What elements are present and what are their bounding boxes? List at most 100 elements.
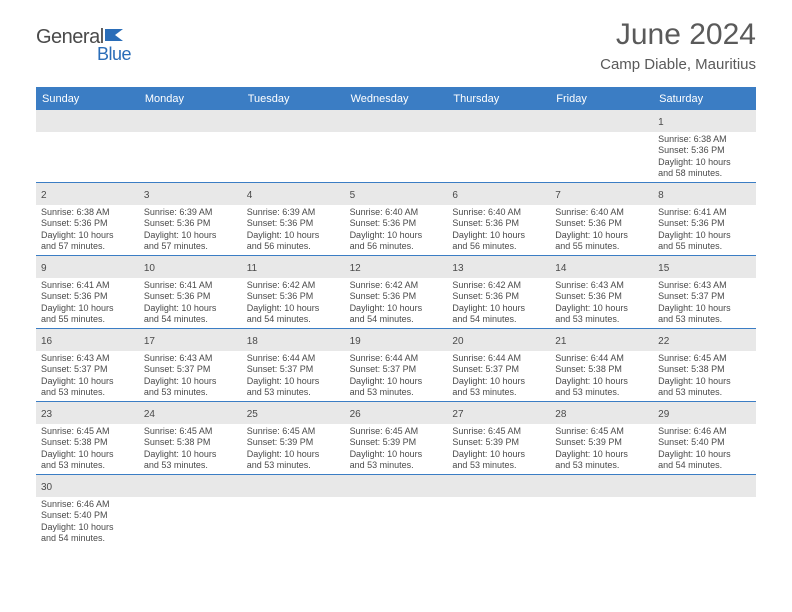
calendar-cell: [242, 475, 345, 547]
day-number: 27: [452, 409, 463, 420]
calendar-cell: 12Sunrise: 6:42 AMSunset: 5:36 PMDayligh…: [345, 256, 448, 328]
day-sunset: Sunset: 5:36 PM: [658, 145, 751, 156]
calendar-cell: [550, 110, 653, 182]
day-sunset: Sunset: 5:40 PM: [658, 437, 751, 448]
day-number-row: 10: [139, 256, 242, 278]
day-daylight1: Daylight: 10 hours: [452, 449, 545, 460]
day-number: [350, 117, 353, 128]
day-sunrise: Sunrise: 6:46 AM: [41, 499, 134, 510]
calendar-cell: [139, 475, 242, 547]
day-number-row: 3: [139, 183, 242, 205]
day-number-row: 19: [345, 329, 448, 351]
calendar-cell: 14Sunrise: 6:43 AMSunset: 5:36 PMDayligh…: [550, 256, 653, 328]
day-daylight1: Daylight: 10 hours: [555, 376, 648, 387]
day-daylight1: Daylight: 10 hours: [452, 376, 545, 387]
day-sunrise: Sunrise: 6:38 AM: [658, 134, 751, 145]
day-number: 2: [41, 190, 47, 201]
day-number-row: 9: [36, 256, 139, 278]
day-number-row: [242, 110, 345, 132]
day-sunset: Sunset: 5:37 PM: [658, 291, 751, 302]
day-sunset: Sunset: 5:36 PM: [247, 218, 340, 229]
day-daylight1: Daylight: 10 hours: [350, 303, 443, 314]
day-daylight2: and 54 minutes.: [247, 314, 340, 325]
day-number: 13: [452, 263, 463, 274]
day-data: Sunrise: 6:45 AMSunset: 5:38 PMDaylight:…: [139, 424, 242, 474]
calendar-cell: 16Sunrise: 6:43 AMSunset: 5:37 PMDayligh…: [36, 329, 139, 401]
weekday-header: Tuesday: [242, 89, 345, 110]
day-daylight1: Daylight: 10 hours: [41, 303, 134, 314]
day-number-row: [550, 475, 653, 497]
day-daylight2: and 56 minutes.: [247, 241, 340, 252]
day-number: 11: [247, 263, 257, 274]
day-daylight1: Daylight: 10 hours: [247, 376, 340, 387]
day-number: 30: [41, 482, 52, 493]
day-number: [555, 482, 558, 493]
day-daylight1: Daylight: 10 hours: [41, 449, 134, 460]
day-daylight2: and 53 minutes.: [144, 460, 237, 471]
calendar-week: 16Sunrise: 6:43 AMSunset: 5:37 PMDayligh…: [36, 329, 756, 402]
weekday-header-row: Sunday Monday Tuesday Wednesday Thursday…: [36, 89, 756, 110]
day-sunrise: Sunrise: 6:42 AM: [452, 280, 545, 291]
day-sunrise: Sunrise: 6:39 AM: [247, 207, 340, 218]
day-number: 29: [658, 409, 669, 420]
day-number-row: [345, 110, 448, 132]
calendar-week: 1Sunrise: 6:38 AMSunset: 5:36 PMDaylight…: [36, 110, 756, 183]
day-sunrise: Sunrise: 6:45 AM: [658, 353, 751, 364]
day-daylight2: and 53 minutes.: [658, 387, 751, 398]
weekday-header: Monday: [139, 89, 242, 110]
header: General Blue June 2024 Camp Diable, Maur…: [0, 0, 792, 81]
day-daylight1: Daylight: 10 hours: [41, 376, 134, 387]
day-number-row: 29: [653, 402, 756, 424]
day-sunrise: Sunrise: 6:41 AM: [41, 280, 134, 291]
day-number-row: 30: [36, 475, 139, 497]
day-sunrise: Sunrise: 6:42 AM: [350, 280, 443, 291]
day-daylight2: and 53 minutes.: [555, 387, 648, 398]
day-data: Sunrise: 6:40 AMSunset: 5:36 PMDaylight:…: [447, 205, 550, 255]
day-sunrise: Sunrise: 6:41 AM: [658, 207, 751, 218]
day-data: Sunrise: 6:43 AMSunset: 5:37 PMDaylight:…: [139, 351, 242, 401]
day-sunset: Sunset: 5:36 PM: [555, 218, 648, 229]
calendar-cell: 19Sunrise: 6:44 AMSunset: 5:37 PMDayligh…: [345, 329, 448, 401]
day-number-row: 25: [242, 402, 345, 424]
day-sunrise: Sunrise: 6:42 AM: [247, 280, 340, 291]
calendar-cell: 11Sunrise: 6:42 AMSunset: 5:36 PMDayligh…: [242, 256, 345, 328]
day-daylight2: and 53 minutes.: [350, 460, 443, 471]
calendar-cell: 3Sunrise: 6:39 AMSunset: 5:36 PMDaylight…: [139, 183, 242, 255]
day-sunset: Sunset: 5:37 PM: [144, 364, 237, 375]
day-number-row: 18: [242, 329, 345, 351]
calendar-cell: 5Sunrise: 6:40 AMSunset: 5:36 PMDaylight…: [345, 183, 448, 255]
day-daylight1: Daylight: 10 hours: [247, 230, 340, 241]
day-number: 20: [452, 336, 463, 347]
day-daylight1: Daylight: 10 hours: [247, 449, 340, 460]
day-sunset: Sunset: 5:37 PM: [247, 364, 340, 375]
day-daylight1: Daylight: 10 hours: [41, 230, 134, 241]
weekday-header: Wednesday: [345, 89, 448, 110]
day-sunset: Sunset: 5:39 PM: [247, 437, 340, 448]
day-data: Sunrise: 6:43 AMSunset: 5:37 PMDaylight:…: [36, 351, 139, 401]
day-data: Sunrise: 6:44 AMSunset: 5:38 PMDaylight:…: [550, 351, 653, 401]
calendar-cell: 23Sunrise: 6:45 AMSunset: 5:38 PMDayligh…: [36, 402, 139, 474]
calendar-cell: 7Sunrise: 6:40 AMSunset: 5:36 PMDaylight…: [550, 183, 653, 255]
day-sunrise: Sunrise: 6:38 AM: [41, 207, 134, 218]
day-sunset: Sunset: 5:40 PM: [41, 510, 134, 521]
day-daylight1: Daylight: 10 hours: [144, 303, 237, 314]
day-sunrise: Sunrise: 6:40 AM: [350, 207, 443, 218]
calendar-cell: 8Sunrise: 6:41 AMSunset: 5:36 PMDaylight…: [653, 183, 756, 255]
day-sunset: Sunset: 5:36 PM: [41, 291, 134, 302]
day-daylight2: and 58 minutes.: [658, 168, 751, 179]
day-number-row: 6: [447, 183, 550, 205]
day-number-row: 15: [653, 256, 756, 278]
day-daylight2: and 55 minutes.: [41, 314, 134, 325]
calendar-week: 9Sunrise: 6:41 AMSunset: 5:36 PMDaylight…: [36, 256, 756, 329]
day-daylight1: Daylight: 10 hours: [350, 449, 443, 460]
day-number: 6: [452, 190, 458, 201]
day-sunset: Sunset: 5:36 PM: [350, 218, 443, 229]
day-number-row: 26: [345, 402, 448, 424]
day-daylight2: and 53 minutes.: [41, 387, 134, 398]
calendar-cell: [550, 475, 653, 547]
day-daylight1: Daylight: 10 hours: [555, 449, 648, 460]
day-sunset: Sunset: 5:36 PM: [144, 218, 237, 229]
day-number-row: [242, 475, 345, 497]
calendar-week: 30Sunrise: 6:46 AMSunset: 5:40 PMDayligh…: [36, 475, 756, 547]
day-daylight1: Daylight: 10 hours: [452, 303, 545, 314]
